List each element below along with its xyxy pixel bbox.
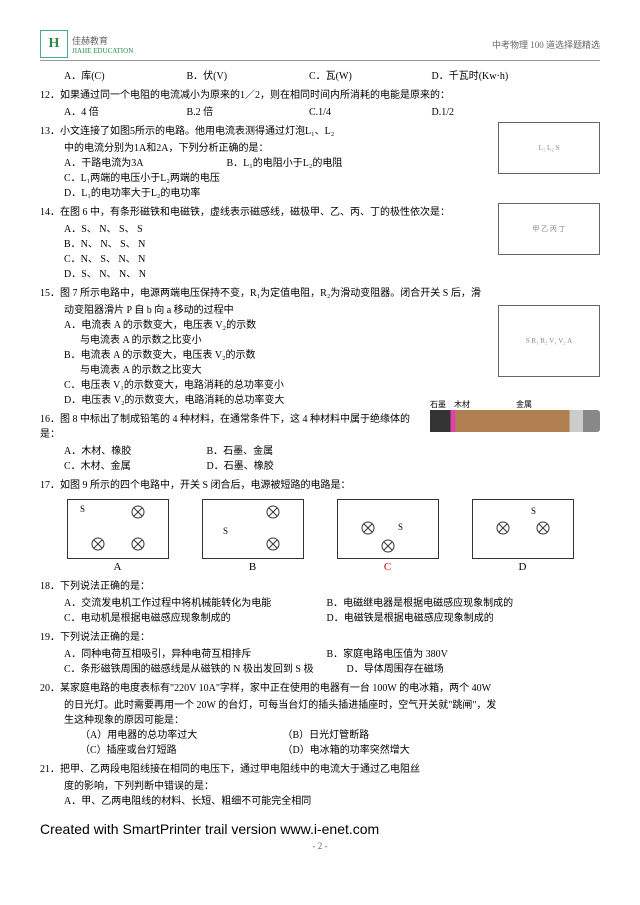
q13-opt-b: B．L₁的电阻小于L₂的电阻 — [227, 158, 343, 169]
q21-stem2: 度的影响，下列判断中错误的是： — [64, 779, 600, 794]
circuit-d: S — [472, 499, 574, 559]
logo-icon: H — [40, 30, 68, 58]
q19-stem: 19．下列说法正确的是： — [40, 630, 600, 645]
q11-opt-d: D．千瓦时(Kw·h) — [432, 69, 552, 84]
q18-opt-c: C．电动机是根据电磁感应现象制成的 — [64, 611, 324, 626]
figure-6: 甲 乙 丙 丁 — [498, 203, 600, 255]
q19-opt-b: B．家庭电路电压值为 380V — [327, 649, 448, 660]
q18-stem: 18．下列说法正确的是： — [40, 579, 600, 594]
q18-row2: C．电动机是根据电磁感应现象制成的 D．电磁铁是根据电磁感应现象制成的 — [64, 611, 600, 626]
circuit-a-label: A — [67, 561, 169, 573]
circuit-c: S — [337, 499, 439, 559]
logo-block: H 佳赫教育 JIAHE EDUCATION — [40, 30, 133, 58]
q16-opt-b: B．石墨、金属 — [207, 446, 274, 457]
q21-stem: 21．把甲、乙两段电阻线接在相同的电压下，通过甲电阻线中的电流大于通过乙电阻丝 — [40, 762, 600, 777]
q14-opt-d: D．S、 N、 N、 N — [64, 267, 600, 282]
figure-5: L₁ L₂ S — [498, 122, 600, 174]
circuit-c-box: S C — [337, 499, 439, 573]
q11-opt-a: A．库(C) — [64, 69, 184, 84]
watermark-text: Created with SmartPrinter trail version … — [40, 821, 600, 837]
q11-options: A．库(C) B．伏(V) C．瓦(W) D．千瓦时(Kw·h) — [64, 69, 600, 84]
q16-opt-d: D．石墨、橡胶 — [207, 461, 274, 472]
figure-8-pencil — [430, 410, 600, 432]
circuit-a-box: S A — [67, 499, 169, 573]
q13-opt-a: A．干路电流为3A — [64, 156, 224, 171]
q21-opt-a: A．甲、乙两电阻线的材料、长短、粗细不可能完全相同 — [64, 794, 600, 809]
q16-row1: A．木材、橡胶 B．石墨、金属 — [64, 444, 600, 459]
q13-opt-d: D．L₁的电功率大于L₂的电功率 — [64, 186, 600, 201]
circuit-b: S — [202, 499, 304, 559]
q18-opt-a: A．交流发电机工作过程中将机械能转化为电能 — [64, 596, 324, 611]
page-header: H 佳赫教育 JIAHE EDUCATION 中考物理 100 道选择题精选 — [40, 30, 600, 61]
q19-opt-d: D．导体周围存在磁场 — [347, 664, 444, 675]
q19-row2: C．条形磁铁周围的磁感线是从磁铁的 N 极出发回到 S 极 D．导体周围存在磁场 — [64, 662, 600, 677]
q18-opt-b: B．电磁继电器是根据电磁感应现象制成的 — [327, 598, 514, 609]
q19-opt-a: A．同种电荷互相吸引，异种电荷互相排斥 — [64, 647, 324, 662]
q16-row2: C．木材、金属 D．石墨、橡胶 — [64, 459, 600, 474]
q12-opt-b: B.2 倍 — [187, 105, 307, 120]
q19-row1: A．同种电荷互相吸引，异种电荷互相排斥 B．家庭电路电压值为 380V — [64, 647, 600, 662]
circuit-d-box: S D — [472, 499, 574, 573]
brand-sub: JIAHE EDUCATION — [72, 47, 133, 55]
q12-options: A．4 倍 B.2 倍 C.1/4 D.1/2 — [64, 105, 600, 120]
q20-stem2: 的日光灯。此时需要再用一个 20W 的台灯，可每当台灯的插头插进插座时，空气开关… — [64, 698, 600, 713]
q20-opt-d: （D）电冰箱的功率突然增大 — [283, 745, 410, 756]
q15-opt-c: C．电压表 V₁的示数变大，电路消耗的总功率变小 — [64, 378, 600, 393]
q11-opt-c: C．瓦(W) — [309, 69, 429, 84]
q12-opt-d: D.1/2 — [432, 105, 552, 120]
q20-stem: 20．某家庭电路的电度表标有"220V 10A"字样，家中正在使用的电器有一台 … — [40, 681, 600, 696]
svg-text:S: S — [398, 522, 403, 532]
q12-opt-a: A．4 倍 — [64, 105, 184, 120]
q20-opt-c: （C）插座或台灯短路 — [80, 743, 280, 758]
q12-opt-c: C.1/4 — [309, 105, 429, 120]
q15-stem: 15．图 7 所示电路中，电源两端电压保持不变，R₁为定值电阻，R₂为滑动变阻器… — [40, 286, 600, 301]
svg-text:S: S — [531, 506, 536, 516]
svg-text:S: S — [80, 504, 85, 514]
circuit-a: S — [67, 499, 169, 559]
q18-row1: A．交流发电机工作过程中将机械能转化为电能 B．电磁继电器是根据电磁感应现象制成… — [64, 596, 600, 611]
q19-opt-c: C．条形磁铁周围的磁感线是从磁铁的 N 极出发回到 S 极 — [64, 662, 344, 677]
page-number: - 2 - — [40, 841, 600, 851]
q17-circuits: S A S B S C S D — [50, 499, 590, 573]
q20-stem3: 生这种现象的原因可能是： — [64, 713, 600, 728]
circuit-d-label: D — [472, 561, 574, 573]
svg-text:S: S — [223, 526, 228, 536]
figure-7: S R₁ R₂ V₁ V₂ A — [498, 305, 600, 377]
circuit-b-label: B — [202, 561, 304, 573]
header-right: 中考物理 100 道选择题精选 — [492, 38, 600, 51]
q12-stem: 12．如果通过同一个电阻的电流减小为原来的1／2，则在相同时间内所消耗的电能是原… — [40, 88, 600, 103]
q16-opt-c: C．木材、金属 — [64, 459, 204, 474]
q20-row2: （C）插座或台灯短路 （D）电冰箱的功率突然增大 — [80, 743, 600, 758]
circuit-b-box: S B — [202, 499, 304, 573]
q11-opt-b: B．伏(V) — [187, 69, 307, 84]
q18-opt-d: D．电磁铁是根据电磁感应现象制成的 — [327, 613, 494, 624]
q20-row1: （A）用电器的总功率过大 （B）日光灯管断路 — [80, 728, 600, 743]
q20-opt-b: （B）日光灯管断路 — [283, 730, 370, 741]
brand-name: 佳赫教育 — [72, 34, 133, 47]
q17-stem: 17．如图 9 所示的四个电路中，开关 S 闭合后，电源被短路的电路是： — [40, 478, 600, 493]
circuit-c-label: C — [337, 561, 439, 573]
q20-opt-a: （A）用电器的总功率过大 — [80, 728, 280, 743]
q16-opt-a: A．木材、橡胶 — [64, 444, 204, 459]
